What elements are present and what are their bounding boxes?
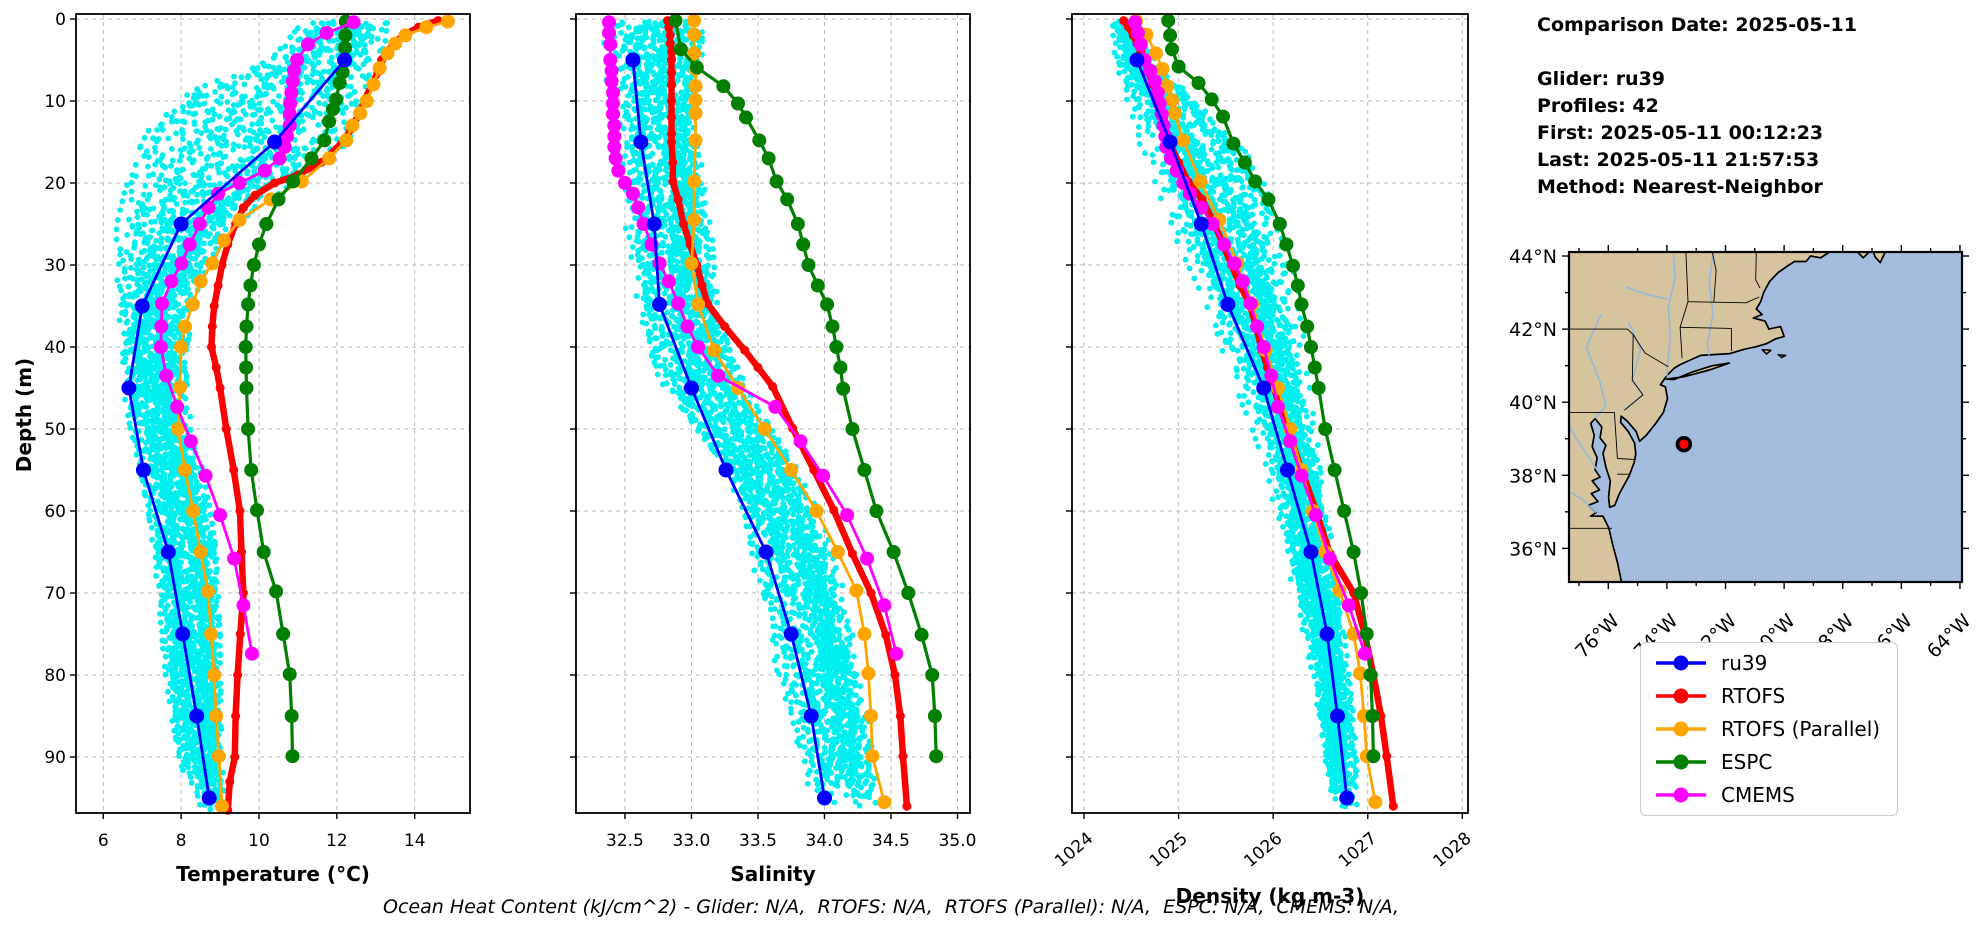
temperature-axis-label: Temperature (°C) xyxy=(176,862,370,886)
depth-tick-label: 50 xyxy=(44,420,66,440)
legend-item-ru39: ru39 xyxy=(1641,651,1897,675)
map-plot: 44°N42°N40°N38°N36°N76°W 74°W 72°W 70°W 68°W… xyxy=(1509,245,1976,663)
legend-label: RTOFS (Parallel) xyxy=(1721,716,1881,741)
x-tick-label: 1024 xyxy=(1051,829,1097,872)
salinity-plot: 32.5 33.0 33.5 34.0 34.5 35.0 xyxy=(570,13,977,851)
density-axis-label: Density (kg m-3) xyxy=(1175,884,1365,908)
series-espc-salinity xyxy=(668,13,944,764)
last-line: Last: 2025-05-11 21:57:53 xyxy=(1537,149,1820,171)
map-lat-tick-label: 44°N xyxy=(1509,246,1557,268)
salinity-axis-label: Salinity xyxy=(730,862,816,886)
x-tick-label: 34.5 xyxy=(872,831,910,851)
legend-label: CMEMS xyxy=(1721,782,1795,807)
legend-label: ESPC xyxy=(1721,749,1773,774)
depth-tick-label: 0 xyxy=(55,10,66,30)
comparison-info-panel: Comparison Date: 2025-05-11 Glider: ru39… xyxy=(1537,12,1857,201)
depth-tick-label: 20 xyxy=(44,174,66,194)
x-tick-label: 33.0 xyxy=(673,831,711,851)
series-espc-density xyxy=(1161,13,1381,764)
x-tick-label: 14 xyxy=(404,831,426,851)
glider-location-dot xyxy=(1675,435,1693,453)
x-tick-label: 32.5 xyxy=(606,831,644,851)
series-cmems-temperature xyxy=(153,15,361,661)
legend-line-marker-icon xyxy=(1656,688,1706,704)
legend-label: ru39 xyxy=(1721,651,1768,676)
first-line: First: 2025-05-11 00:12:23 xyxy=(1537,122,1824,144)
x-tick-label: 34.0 xyxy=(806,831,844,851)
legend-line-marker-icon xyxy=(1656,787,1706,803)
depth-tick-label: 40 xyxy=(44,338,66,358)
series-ru39-salinity xyxy=(625,52,832,806)
depth-tick-label: 90 xyxy=(44,748,66,768)
x-tick-label: 1026 xyxy=(1240,829,1286,872)
series-ru39-density xyxy=(1129,52,1355,806)
map-lat-tick-label: 38°N xyxy=(1509,465,1557,487)
depth-tick-label: 70 xyxy=(44,584,66,604)
ocean-heat-content-caption: Ocean Heat Content (kJ/cm^2) - Glider: N… xyxy=(383,896,1399,918)
profiles-line: Profiles: 42 xyxy=(1537,95,1659,117)
series-espc-temperature xyxy=(238,14,353,764)
x-tick-label: 1025 xyxy=(1146,829,1192,872)
legend-item-rtofs: RTOFS xyxy=(1641,684,1897,708)
depth-axis-label: Depth (m) xyxy=(12,357,36,473)
depth-tick-label: 30 xyxy=(44,256,66,276)
legend-line-marker-icon xyxy=(1656,754,1706,770)
map-lat-tick-label: 36°N xyxy=(1509,538,1557,560)
map-lon-tick-label: 64°W xyxy=(1923,610,1976,663)
legend-line-marker-icon xyxy=(1656,721,1706,737)
series-rtofs-parallel--salinity xyxy=(684,13,892,810)
map-lon-tick-label: 76°W xyxy=(1571,610,1624,663)
temperature-plot: 0 10 20 30 40 50 60 70 80 90 6 8 10 12 14 xyxy=(44,10,471,851)
depth-tick-label: 60 xyxy=(44,502,66,522)
depth-tick-label: 10 xyxy=(44,92,66,112)
x-tick-label: 1028 xyxy=(1430,829,1476,872)
x-tick-label: 33.5 xyxy=(739,831,777,851)
legend-item-rtofs-parallel-: RTOFS (Parallel) xyxy=(1641,717,1897,741)
x-tick-label: 8 xyxy=(176,831,187,851)
legend-label: RTOFS xyxy=(1721,684,1786,709)
series-cmems-density xyxy=(1128,15,1372,661)
x-tick-label: 10 xyxy=(248,831,270,851)
x-tick-label: 12 xyxy=(326,831,348,851)
comparison-date-line: Comparison Date: 2025-05-11 xyxy=(1537,14,1857,36)
depth-tick-label: 80 xyxy=(44,666,66,686)
x-tick-label: 1027 xyxy=(1335,829,1381,872)
x-tick-label: 35.0 xyxy=(939,831,977,851)
density-plot: 1024 1025 1026 1027 1028 xyxy=(1051,13,1476,872)
series-cmems-salinity xyxy=(602,15,904,661)
info-spacer xyxy=(1537,39,1857,66)
series-rtofs-parallel--temperature xyxy=(171,14,455,814)
method-line: Method: Nearest-Neighbor xyxy=(1537,176,1823,198)
legend-item-espc: ESPC xyxy=(1641,750,1897,774)
map-geography xyxy=(1569,252,1887,582)
map-lat-tick-label: 42°N xyxy=(1509,319,1557,341)
legend-item-cmems: CMEMS xyxy=(1641,783,1897,807)
map-lat-tick-label: 40°N xyxy=(1509,392,1557,414)
series-legend: ru39 RTOFS RTOFS (Parallel) ESPC CMEMS xyxy=(1640,642,1898,816)
x-tick-label: 6 xyxy=(98,831,109,851)
glider-line: Glider: ru39 xyxy=(1537,68,1666,90)
legend-line-marker-icon xyxy=(1656,655,1706,671)
series-ru39-temperature xyxy=(121,52,353,806)
